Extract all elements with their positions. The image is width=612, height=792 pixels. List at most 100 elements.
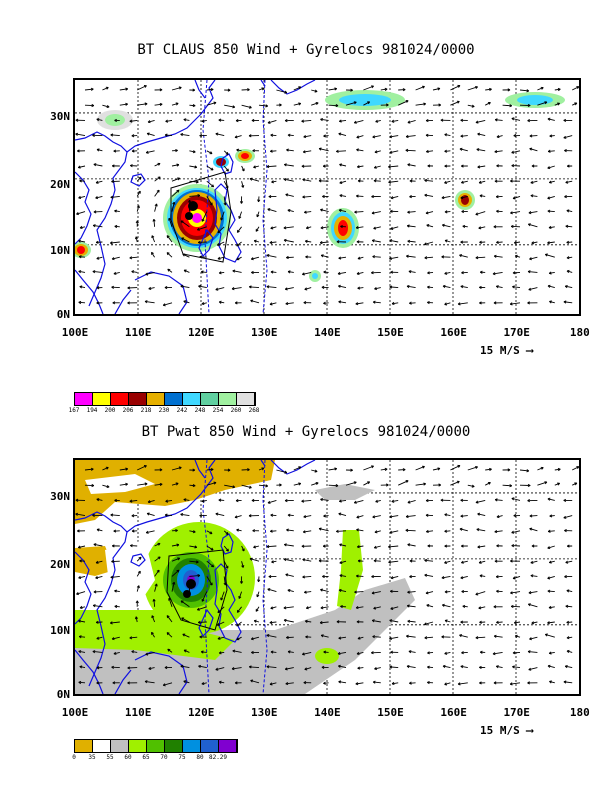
- panel2-wind-arrow: [223, 560, 229, 569]
- panel1-wind-arrow: [566, 209, 573, 213]
- panel2-wind-arrow: [441, 635, 451, 639]
- panel2-wind-arrow: [461, 651, 468, 655]
- panel1-wind-arrow: [93, 163, 103, 167]
- panel1-wind-arrow: [113, 271, 120, 275]
- panel1-wind-arrow: [287, 133, 294, 137]
- panel1-wind-arrow: [284, 287, 294, 291]
- panel2-wind-arrow: [432, 483, 442, 487]
- panel1-wind-arrow: [231, 287, 242, 291]
- panel2-wind-arrow: [513, 514, 521, 518]
- panel1-wind-arrow: [529, 134, 538, 138]
- panel1-coastline: [198, 228, 214, 258]
- panel1-wind-arrow: [566, 256, 573, 260]
- panel2-wind-arrow: [96, 498, 103, 502]
- panel1-wind-arrow: [111, 256, 120, 261]
- panel2-wind-arrow: [164, 665, 173, 670]
- panel2-wind-arrow: [287, 650, 294, 654]
- panel2-wind-arrow: [514, 634, 521, 638]
- panel2-wind-arrow: [511, 497, 521, 501]
- panel2-wind-arrow: [460, 575, 468, 580]
- panel2-wind-arrow: [304, 590, 312, 594]
- panel2-wind-arrow: [355, 682, 364, 686]
- panel1-wind-arrow: [374, 287, 381, 291]
- panel2-wind-arrow: [75, 498, 86, 502]
- panel1-wind-arrow: [267, 119, 277, 124]
- panel2-wind-arrow: [304, 619, 312, 623]
- panel1-wind-arrow: [206, 150, 213, 155]
- panel1-wind-arrow: [409, 179, 416, 183]
- panel1-wind-arrow: [136, 205, 140, 212]
- panel2-wind-arrow: [78, 575, 86, 580]
- panel2-wind-arrow: [303, 681, 312, 685]
- panel1-wind-arrow: [145, 150, 155, 154]
- panel2-wind-arrow: [95, 575, 103, 580]
- panel2-wind-arrow: [512, 665, 521, 669]
- panel2-wind-arrow: [389, 665, 399, 669]
- panel2-wind-arrow: [323, 514, 329, 518]
- panel1-wind-arrow: [336, 149, 347, 153]
- panel1-scale-text: 15 M/S: [480, 344, 520, 357]
- panel1-wind-arrow: [96, 118, 103, 122]
- panel1-wind-arrow: [95, 195, 103, 200]
- panel2-wind-arrow: [201, 499, 207, 503]
- panel2-wind-arrow: [548, 560, 555, 564]
- panel1-wind-arrow: [217, 256, 225, 260]
- panel2-wind-arrow: [270, 606, 277, 610]
- panel2-wind-arrow: [528, 591, 538, 595]
- panel1-wind-arrow: [304, 210, 312, 214]
- panel1-wind-arrow: [340, 224, 347, 229]
- panel2-wind-arrow: [266, 544, 277, 549]
- panel1-wind-arrow: [252, 149, 260, 153]
- panel1-wind-arrow: [390, 270, 399, 274]
- panel2-wind-arrow: [519, 469, 530, 473]
- panel1-wind-arrow: [266, 285, 277, 289]
- panel1-wind-arrow: [444, 302, 451, 306]
- panel2-wind-arrow: [549, 514, 555, 518]
- panel2-wind-arrow: [112, 681, 120, 685]
- panel2-wind-arrow: [511, 544, 521, 548]
- panel2-wind-arrow: [527, 603, 538, 608]
- panel2-colorbar-swatch: [183, 740, 201, 752]
- panel2-wind-arrow: [305, 635, 312, 639]
- panel1-wind-arrow: [547, 117, 555, 121]
- panel1-wind-arrow: [154, 189, 160, 197]
- panel1-wind-arrow: [527, 223, 538, 228]
- panel2-wind-arrow: [96, 681, 103, 685]
- panel1-wind-arrow: [479, 270, 486, 274]
- panel1-wind-arrow: [144, 300, 155, 304]
- panel1-colorbar-label: 230: [158, 407, 170, 414]
- panel1-wind-arrow: [218, 271, 225, 275]
- panel2-wind-arrow: [531, 621, 538, 625]
- panel2-wind-arrow: [250, 679, 260, 684]
- panel1-wind-arrow: [354, 210, 364, 214]
- panel1-wind-arrow: [388, 165, 399, 169]
- panel1-wind-arrow: [427, 300, 434, 305]
- panel2-wind-arrow: [323, 681, 329, 685]
- panel1-wind-arrow: [357, 256, 364, 260]
- panel2-wind-arrow: [476, 528, 486, 532]
- panel1-map: [73, 78, 581, 316]
- panel1-wind-arrow: [565, 224, 573, 228]
- panel1-wind-arrow: [270, 226, 277, 230]
- panel2-wind-arrow: [355, 606, 364, 610]
- panel2-wind-arrow: [467, 465, 478, 471]
- panel1-wind-arrow: [301, 119, 312, 123]
- panel2-wind-arrow: [478, 560, 486, 564]
- panel1-colorbar-label: 206: [122, 407, 134, 414]
- panel1-colorbar-label: 254: [212, 407, 224, 414]
- panel2-wind-arrow: [199, 635, 207, 639]
- panel1-wind-arrow: [248, 134, 260, 138]
- panel2-wind-arrow: [363, 465, 374, 471]
- panel1-wind-arrow: [77, 165, 86, 169]
- panel1-wind-arrow: [544, 253, 555, 258]
- panel2-wind-arrow: [151, 615, 156, 623]
- panel1-wind-arrow: [197, 226, 207, 231]
- panel1-lon-label: 120E: [187, 326, 215, 339]
- panel2-wind-arrow: [96, 666, 103, 670]
- panel1-wind-arrow: [269, 302, 277, 306]
- panel1-wind-arrow: [269, 240, 277, 245]
- panel2-wind-arrow: [75, 512, 86, 517]
- panel1-wind-arrow: [154, 88, 163, 92]
- panel2-wind-arrow: [253, 545, 260, 549]
- panel2-wind-arrow: [425, 498, 434, 503]
